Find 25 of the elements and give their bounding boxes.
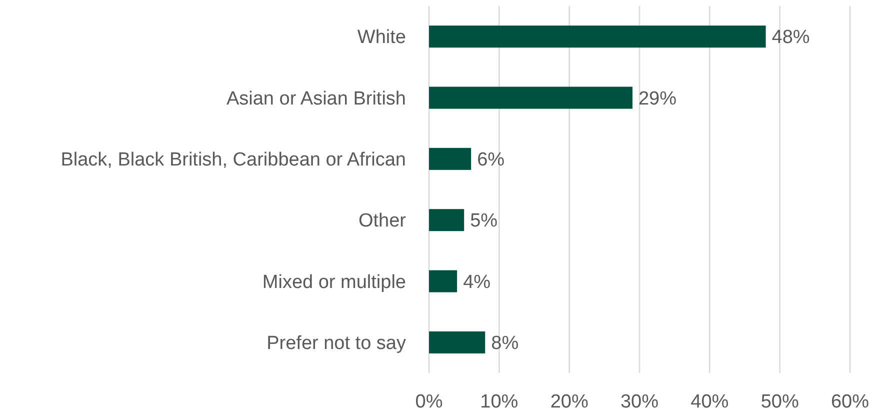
- bar: [429, 148, 472, 170]
- data-label: 8%: [491, 333, 519, 354]
- x-tick-label: 50%: [760, 392, 799, 413]
- data-label: 48%: [772, 27, 810, 48]
- y-tick-label: Prefer not to say: [266, 333, 406, 354]
- x-tick-label: 0%: [415, 392, 443, 413]
- data-label: 6%: [477, 150, 505, 171]
- y-tick-label: White: [357, 27, 406, 48]
- bar: [429, 270, 458, 292]
- x-tick-label: 40%: [690, 392, 729, 413]
- data-label: 4%: [463, 272, 491, 293]
- y-tick-label: Mixed or multiple: [262, 272, 406, 293]
- y-tick-label: Asian or Asian British: [226, 88, 406, 110]
- bar: [429, 86, 632, 109]
- bar: [429, 331, 486, 354]
- y-tick-label: Other: [358, 210, 407, 232]
- bar: [429, 26, 766, 48]
- y-tick-label: Black, Black British, Caribbean or African: [60, 150, 406, 171]
- data-label: 5%: [470, 210, 498, 232]
- data-label: 29%: [638, 88, 677, 110]
- x-tick-label: 10%: [480, 392, 518, 413]
- bar: [429, 209, 464, 232]
- x-tick-label: 60%: [830, 392, 870, 413]
- x-tick-label: 30%: [620, 392, 659, 413]
- x-tick-label: 20%: [550, 392, 588, 413]
